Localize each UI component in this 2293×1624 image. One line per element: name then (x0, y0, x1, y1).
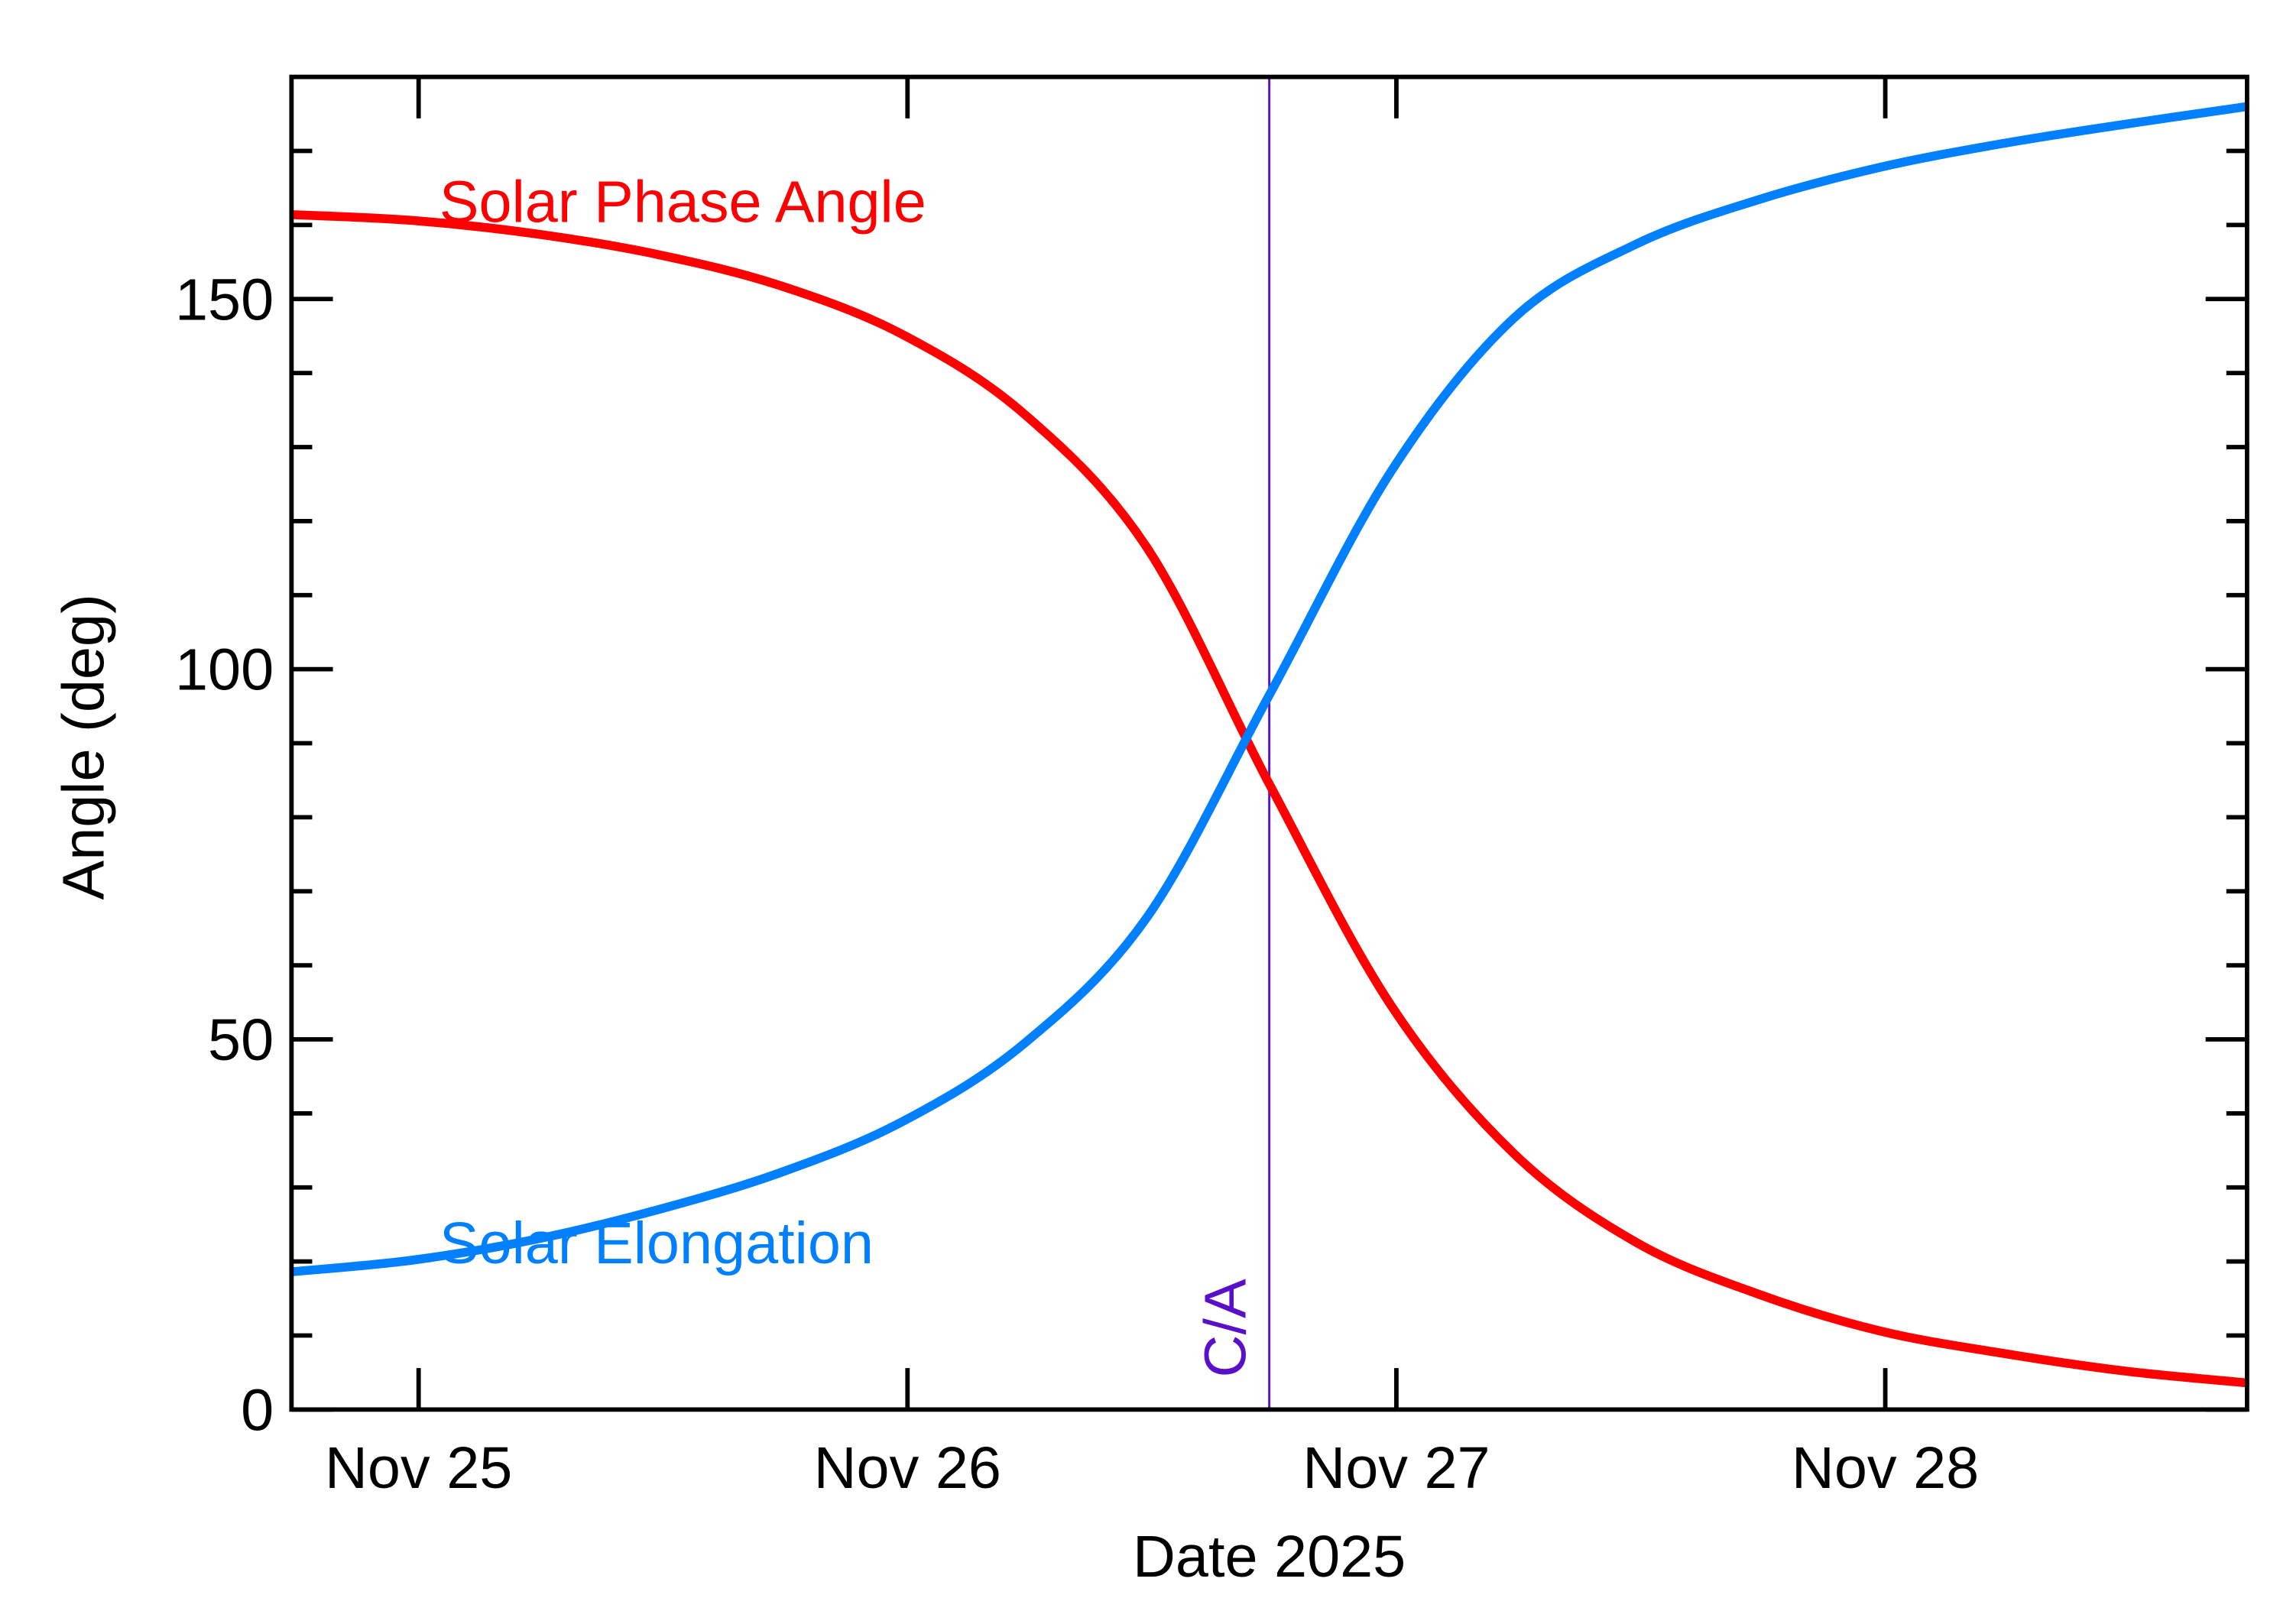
ca-label: C/A (1193, 1279, 1259, 1377)
y-tick-label: 100 (175, 637, 274, 703)
series-line (291, 210, 2248, 1388)
series-line (290, 102, 2248, 1276)
x-tick-label: Nov 26 (814, 1435, 1001, 1501)
x-tick-label: Nov 25 (325, 1435, 512, 1501)
y-tick-label: 0 (241, 1377, 274, 1443)
x-axis-label: Date 2025 (1133, 1524, 1406, 1590)
y-tick-label: 50 (208, 1007, 274, 1073)
series-label: Solar Phase Angle (439, 169, 926, 235)
x-tick-label: Nov 28 (1792, 1435, 1979, 1501)
y-axis-label: Angle (deg) (51, 594, 117, 900)
x-tick-label: Nov 27 (1302, 1435, 1490, 1501)
series-label: Solar Elongation (439, 1211, 874, 1276)
y-tick-label: 150 (175, 267, 274, 332)
plot-frame (289, 74, 2249, 1412)
